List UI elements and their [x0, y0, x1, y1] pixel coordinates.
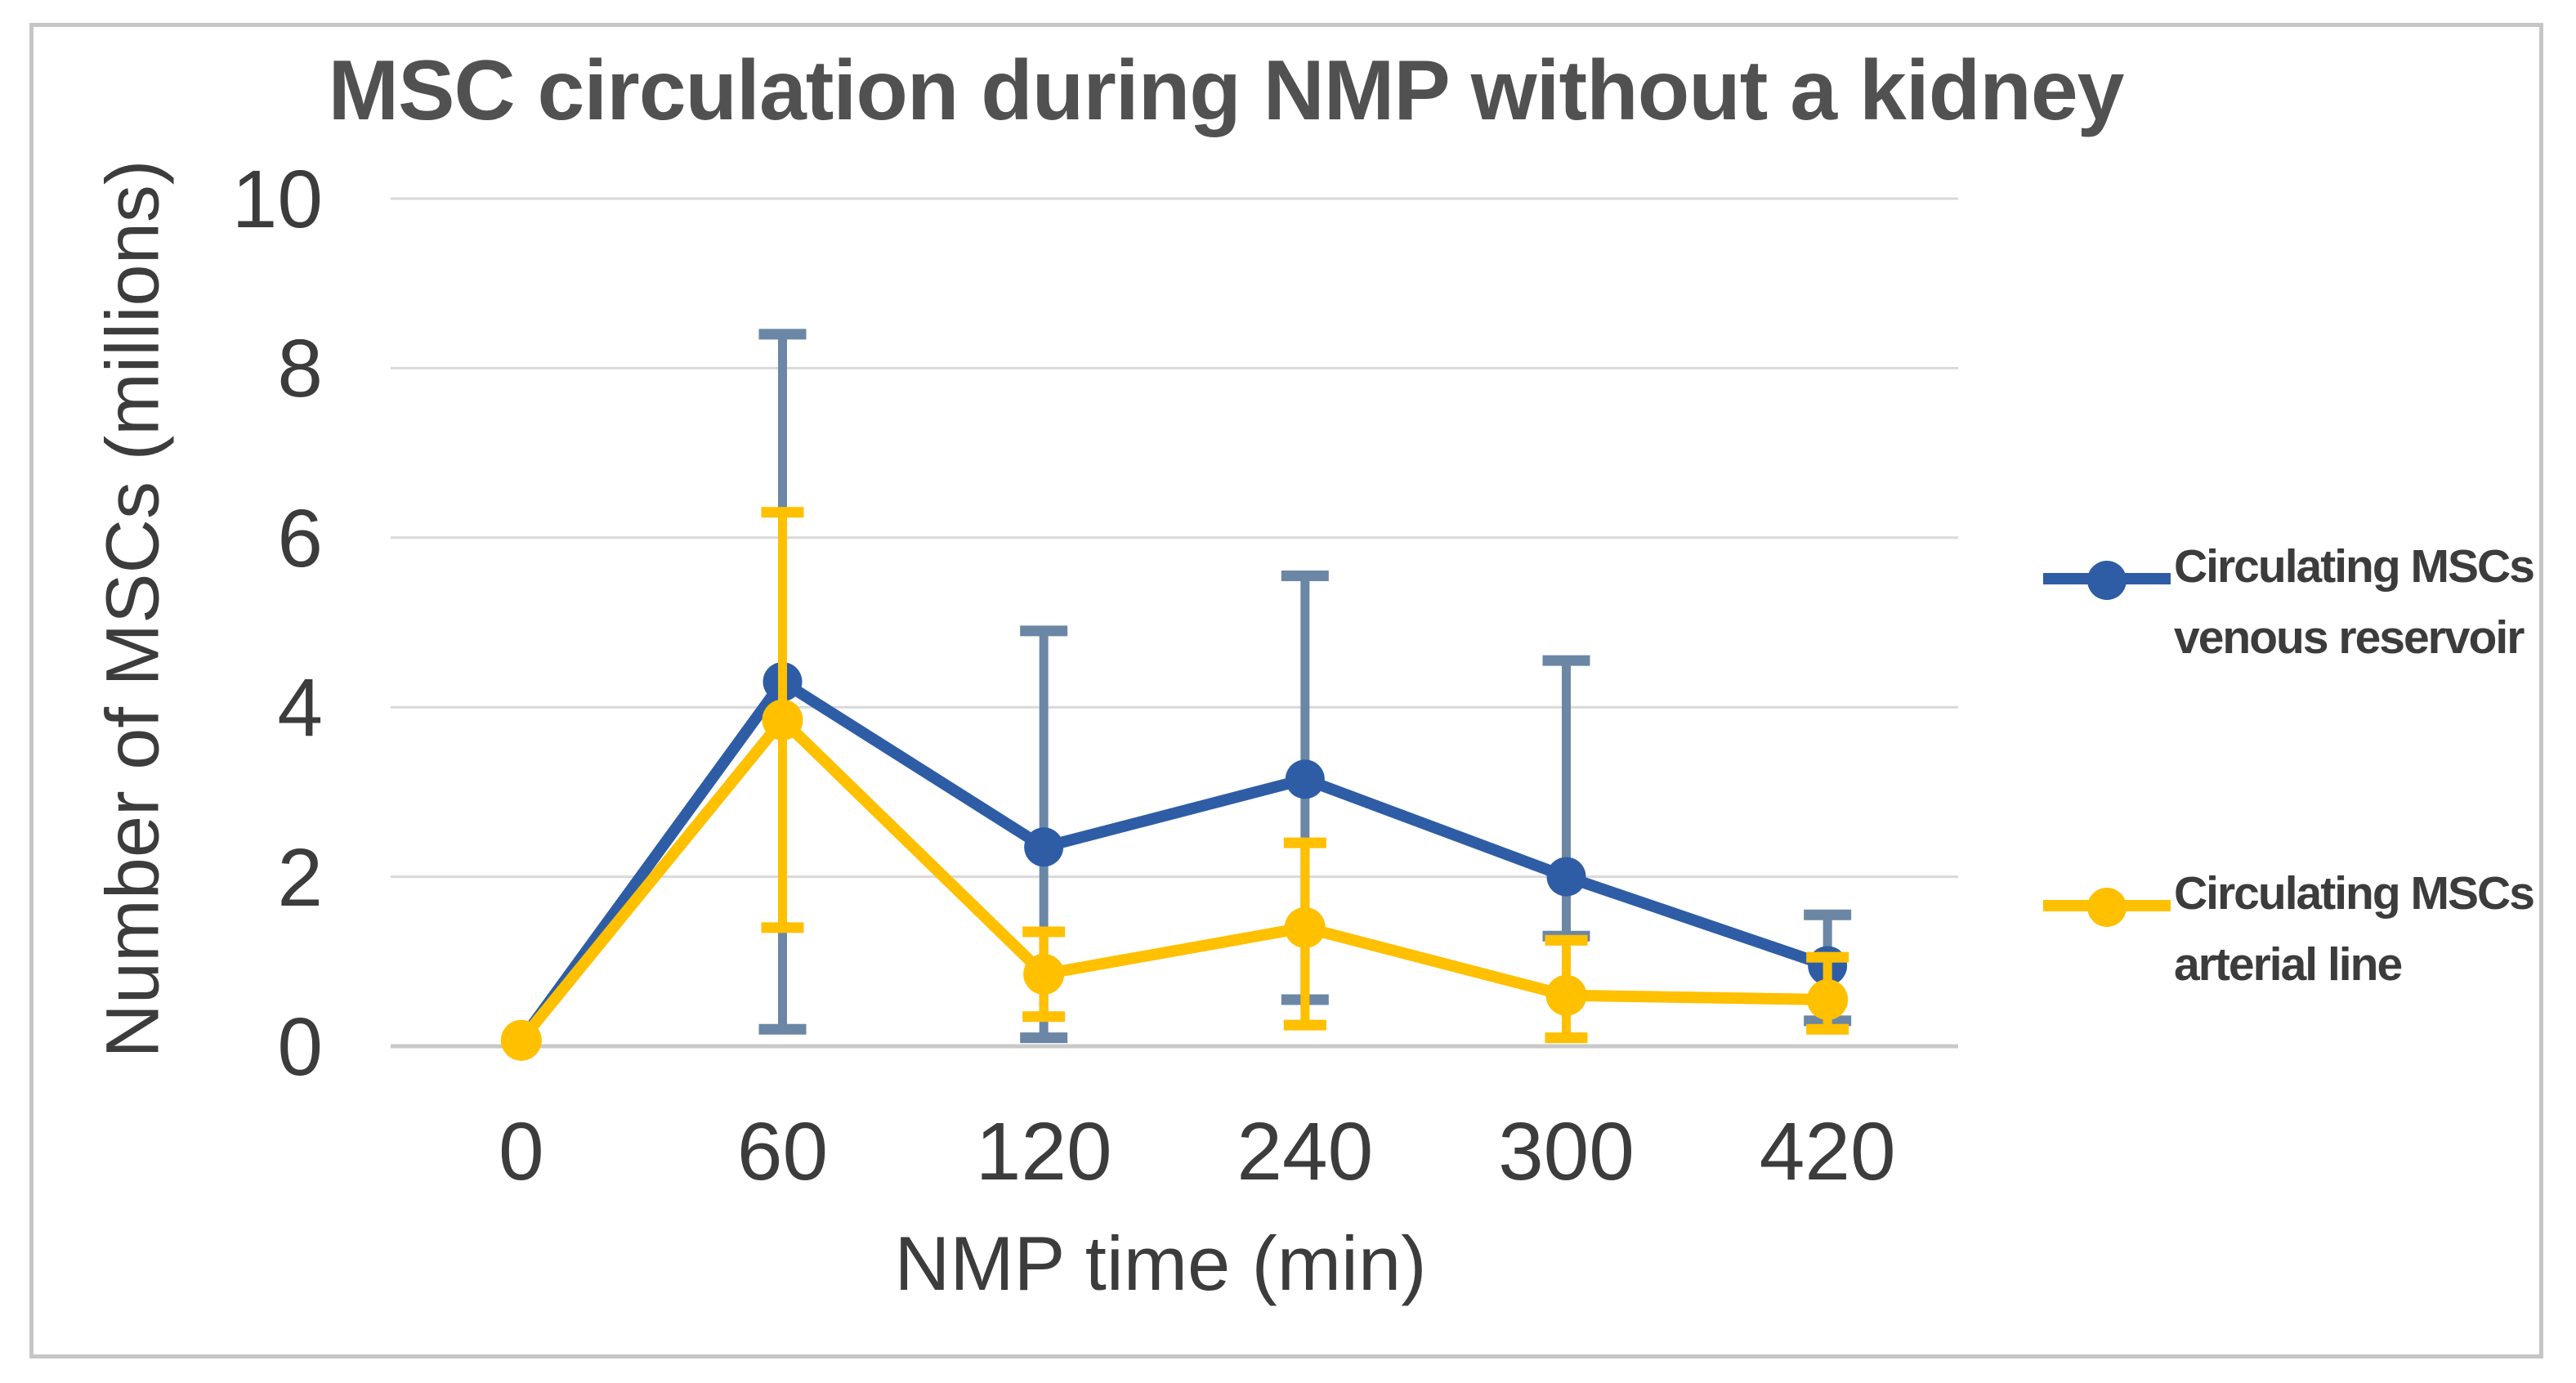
chart-title: MSC circulation during NMP without a kid… — [328, 43, 2124, 138]
y-tick-label-6: 6 — [277, 492, 323, 584]
y-tick-label-8: 8 — [277, 323, 323, 415]
series-arterial-line — [515, 714, 1834, 1046]
x-tick-label-420: 420 — [1759, 1106, 1896, 1197]
series-venous-line — [515, 676, 1834, 1046]
legend-line-marker-icon — [2042, 881, 2172, 930]
legend-label-line: arterial line — [2174, 938, 2403, 991]
y-tick-label-0: 0 — [277, 1001, 323, 1093]
y-tick-label-10: 10 — [231, 154, 323, 245]
legend-label-line: Circulating MSCs — [2174, 540, 2535, 593]
series-venous-marker — [1546, 857, 1586, 897]
legend-label: Circulating MSCs venous reservoir — [2174, 531, 2535, 674]
legend-label-line: Circulating MSCs — [2174, 867, 2535, 920]
x-axis-title: NMP time (min) — [894, 1220, 1427, 1306]
series-arterial-marker — [1023, 953, 1065, 995]
series-venous-marker — [1024, 827, 1064, 867]
series-arterial-marker — [762, 699, 803, 741]
y-tick-label-4: 4 — [277, 662, 323, 754]
series-arterial-marker — [500, 1019, 542, 1061]
figure-border — [29, 23, 2543, 1358]
x-tick-label-120: 120 — [975, 1106, 1112, 1197]
x-tick-label-300: 300 — [1498, 1106, 1635, 1197]
series-arterial-marker — [1284, 906, 1326, 948]
x-tick-label-60: 60 — [736, 1106, 829, 1197]
series-arterial-marker — [1545, 974, 1587, 1016]
series-arterial-marker — [1807, 978, 1849, 1020]
y-tick-label-2: 2 — [277, 831, 323, 924]
series-venous-marker — [1285, 759, 1325, 799]
legend-label: Circulating MSCs arterial line — [2174, 858, 2535, 1000]
legend-line-marker-icon — [2042, 554, 2172, 603]
legend-label-line: venous reservoir — [2174, 611, 2525, 664]
x-tick-label-0: 0 — [499, 1106, 544, 1197]
x-tick-label-240: 240 — [1237, 1106, 1374, 1197]
